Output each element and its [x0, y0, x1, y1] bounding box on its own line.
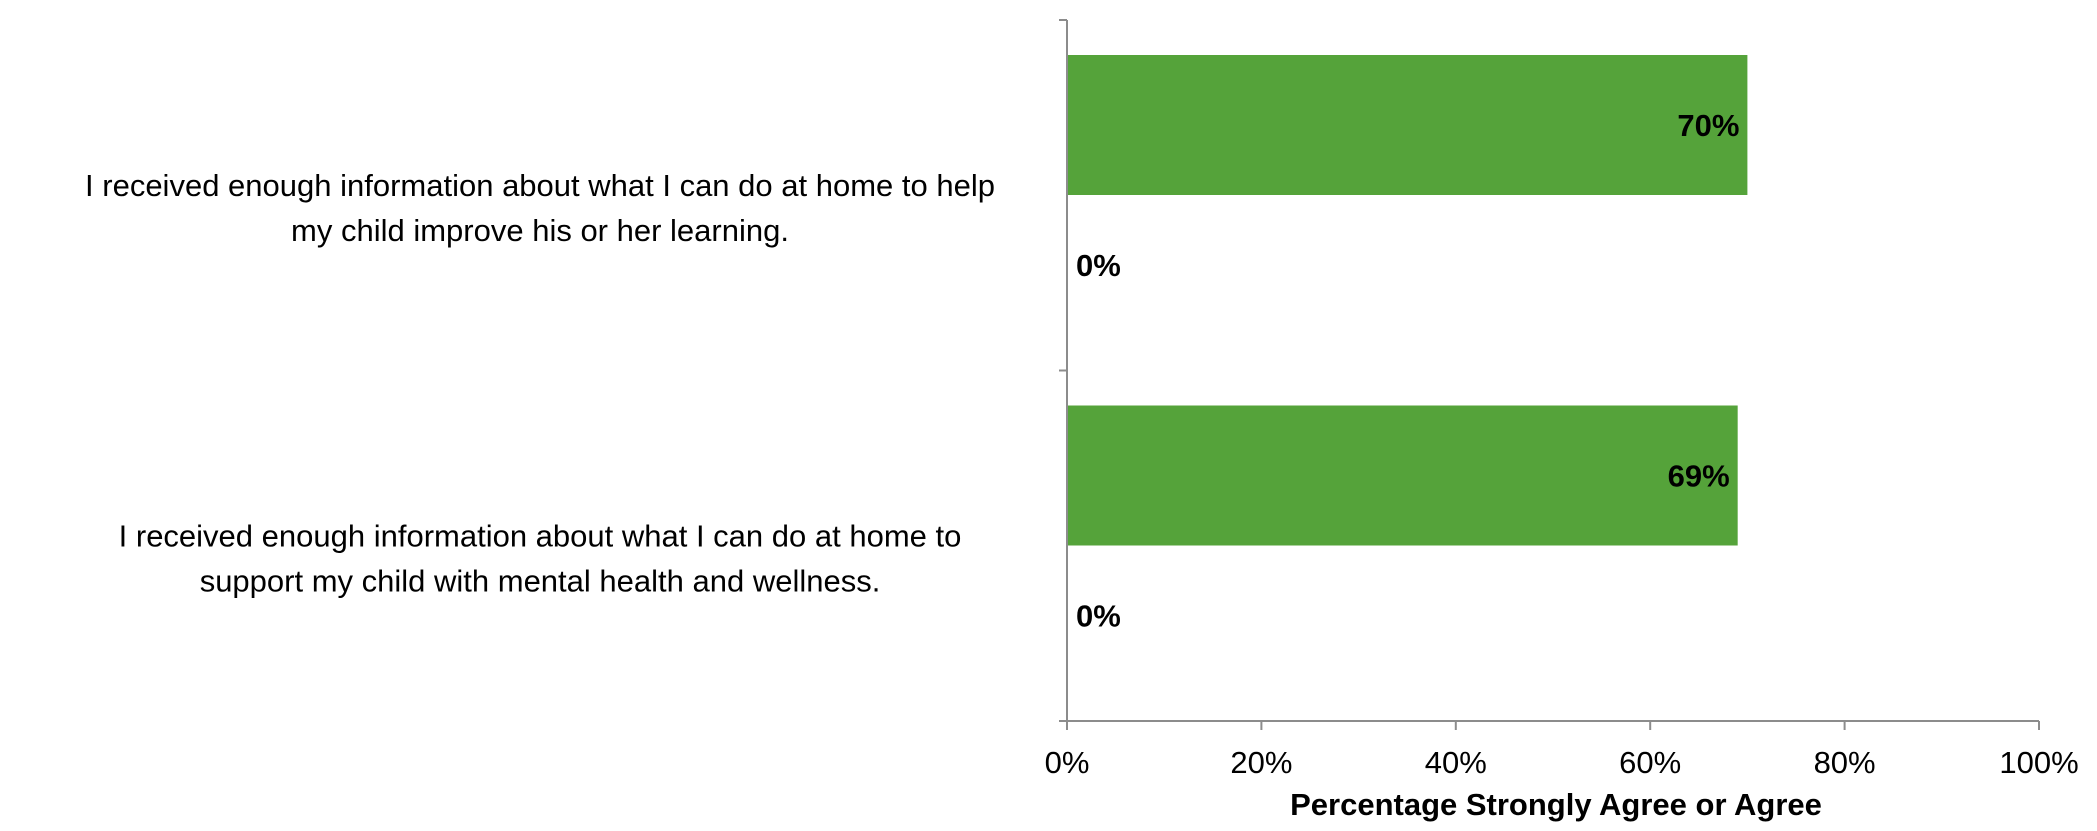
- category-label-line: I received enough information about what…: [119, 519, 962, 554]
- x-tick-label: 100%: [1999, 745, 2078, 780]
- category-label-line: support my child with mental health and …: [200, 564, 881, 599]
- category-label-line: I received enough information about what…: [85, 168, 995, 203]
- x-tick-label: 40%: [1425, 745, 1487, 780]
- bar: [1067, 405, 1738, 546]
- x-tick-label: 80%: [1814, 745, 1876, 780]
- category-label: I received enough information about what…: [119, 519, 962, 599]
- x-axis-title: Percentage Strongly Agree or Agree: [1290, 787, 1822, 822]
- data-label: 0%: [1076, 599, 1121, 634]
- x-tick-label: 0%: [1045, 745, 1090, 780]
- data-label: 70%: [1677, 108, 1739, 143]
- plot-area: 70% 0% I received enough information about…: [85, 19, 2079, 780]
- x-tick-label: 20%: [1230, 745, 1292, 780]
- category-label-line: my child improve his or her learning.: [291, 213, 789, 248]
- category-label: I received enough information about what…: [85, 168, 995, 248]
- x-tick-label: 60%: [1619, 745, 1681, 780]
- data-label: 0%: [1076, 248, 1121, 283]
- bar: [1067, 55, 1748, 195]
- data-label: 69%: [1668, 459, 1730, 494]
